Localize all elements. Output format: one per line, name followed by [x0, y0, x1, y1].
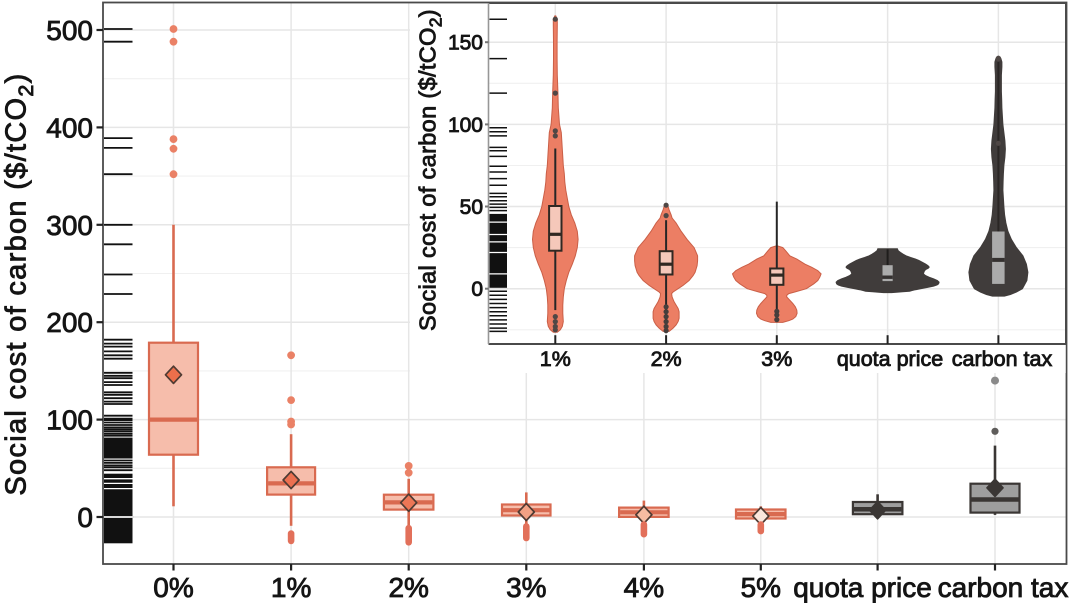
- svg-text:quota price: quota price: [793, 572, 932, 603]
- svg-text:50: 50: [460, 196, 483, 219]
- svg-text:5%: 5%: [741, 572, 781, 603]
- svg-text:500: 500: [46, 15, 93, 46]
- svg-text:quota price: quota price: [837, 347, 943, 371]
- svg-text:0: 0: [471, 278, 483, 301]
- svg-text:2%: 2%: [651, 347, 682, 371]
- svg-text:3%: 3%: [506, 572, 546, 603]
- svg-text:150: 150: [448, 32, 483, 55]
- svg-text:100: 100: [448, 114, 483, 137]
- svg-text:400: 400: [46, 112, 93, 143]
- svg-text:100: 100: [46, 405, 93, 436]
- svg-text:carbon tax: carbon tax: [952, 347, 1053, 371]
- svg-text:1%: 1%: [540, 347, 571, 371]
- svg-text:Social cost of carbon ($/tCO2): Social cost of carbon ($/tCO2): [1, 72, 39, 495]
- svg-text:300: 300: [46, 210, 93, 241]
- svg-text:4%: 4%: [624, 572, 664, 603]
- svg-text:0: 0: [77, 502, 93, 533]
- svg-text:0%: 0%: [153, 572, 193, 603]
- svg-text:3%: 3%: [761, 347, 792, 371]
- svg-text:200: 200: [46, 307, 93, 338]
- svg-text:carbon tax: carbon tax: [938, 572, 1069, 603]
- svg-text:2%: 2%: [388, 572, 428, 603]
- svg-text:Social cost of carbon ($/tCO2): Social cost of carbon ($/tCO2): [415, 9, 446, 331]
- svg-text:1%: 1%: [271, 572, 311, 603]
